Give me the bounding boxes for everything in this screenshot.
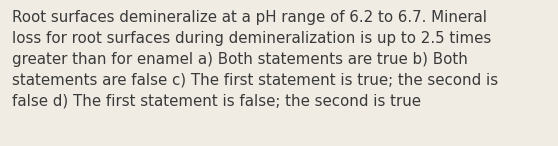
Text: Root surfaces demineralize at a pH range of 6.2 to 6.7. Mineral
loss for root su: Root surfaces demineralize at a pH range…: [12, 10, 498, 108]
